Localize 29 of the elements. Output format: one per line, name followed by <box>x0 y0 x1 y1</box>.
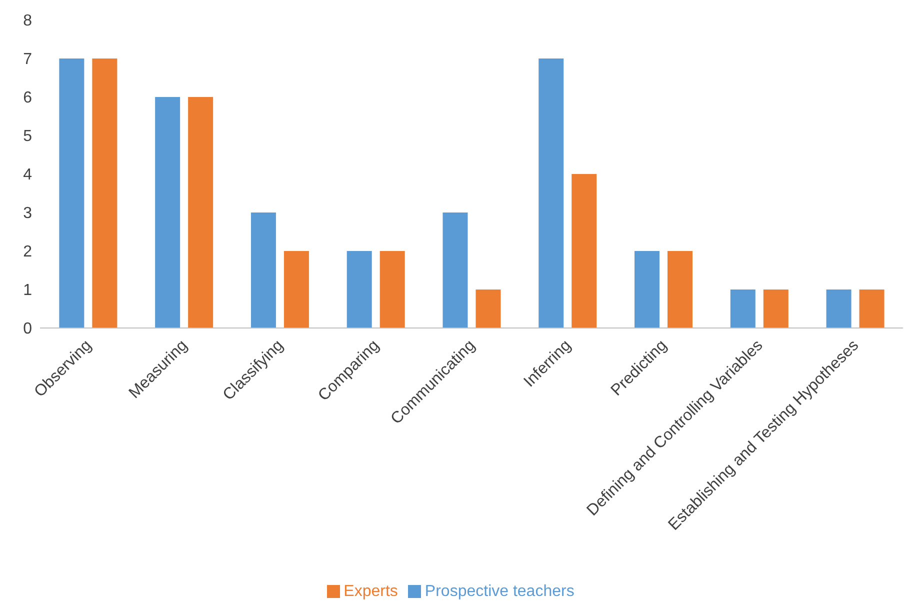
bar <box>155 97 180 328</box>
legend-label: Experts <box>344 583 398 600</box>
bar <box>763 290 788 328</box>
y-tick-label: 7 <box>23 51 32 68</box>
bar <box>59 58 84 328</box>
bar <box>250 212 276 328</box>
bar <box>380 251 405 328</box>
bar <box>826 290 852 328</box>
bar <box>730 290 756 328</box>
y-tick-label: 2 <box>23 244 32 261</box>
bar <box>634 251 660 328</box>
y-tick-label: 1 <box>23 282 32 300</box>
bar <box>859 290 884 328</box>
y-tick-label: 4 <box>23 166 32 184</box>
bar <box>188 97 214 328</box>
y-tick-label: 8 <box>23 12 32 30</box>
bar <box>284 251 309 328</box>
bar <box>346 251 372 328</box>
y-tick-label: 6 <box>23 90 32 107</box>
y-tick-label: 3 <box>23 205 32 222</box>
bar <box>572 174 597 328</box>
bar <box>668 251 693 328</box>
y-tick-label: 0 <box>23 320 32 338</box>
bar <box>476 290 501 328</box>
y-tick-label: 5 <box>23 128 32 146</box>
legend-label: Prospective teachers <box>424 583 574 600</box>
bar <box>92 58 118 328</box>
bar <box>442 212 468 328</box>
bar <box>538 58 564 328</box>
